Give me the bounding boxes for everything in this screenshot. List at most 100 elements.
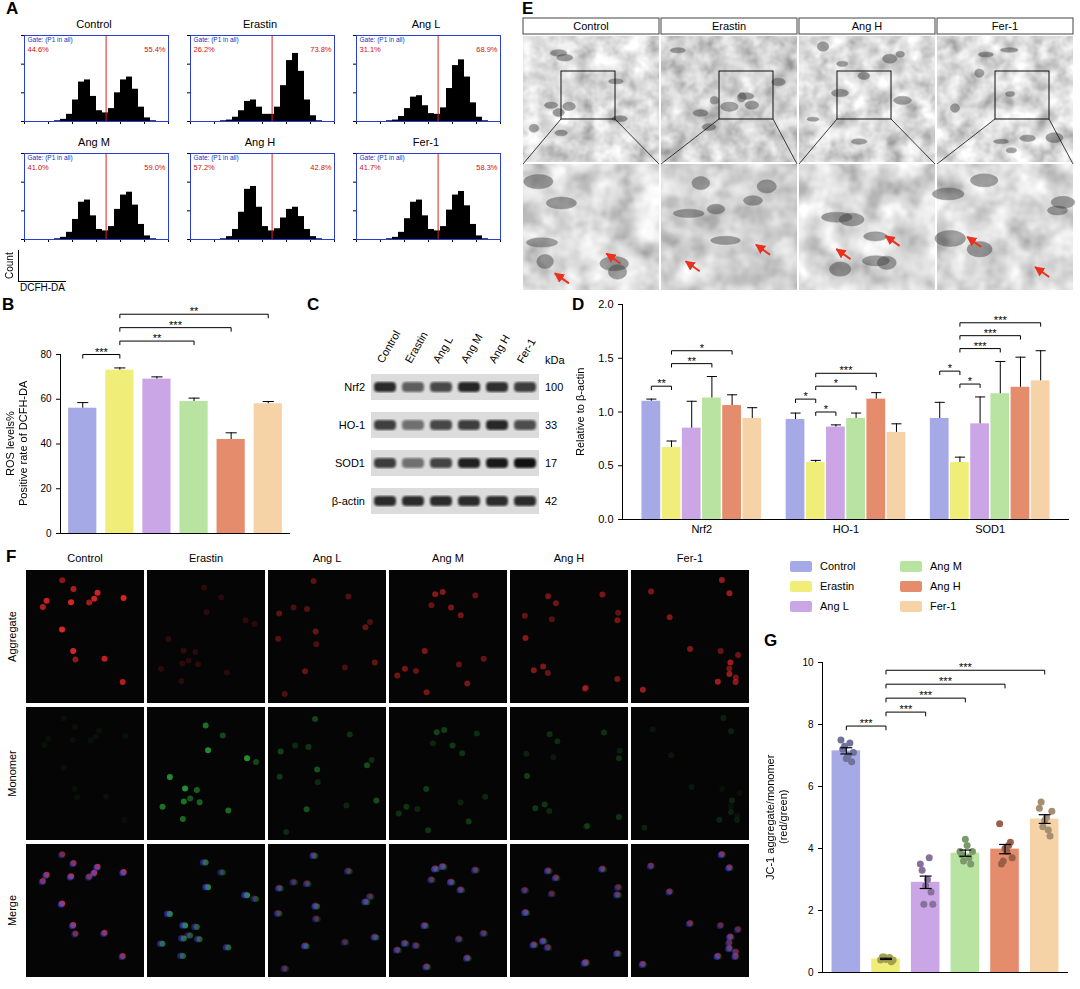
svg-text:73.8%: 73.8% bbox=[310, 45, 332, 54]
svg-text:20: 20 bbox=[40, 483, 52, 494]
svg-text:*: * bbox=[824, 403, 829, 415]
svg-text:***: *** bbox=[899, 703, 913, 715]
html-text:C: C bbox=[307, 295, 320, 314]
svg-text:Gate: (P1 in all): Gate: (P1 in all) bbox=[360, 36, 405, 44]
svg-text:*: * bbox=[803, 390, 808, 402]
svg-text:SOD1: SOD1 bbox=[335, 457, 365, 469]
svg-text:Nrf2: Nrf2 bbox=[691, 523, 712, 535]
svg-text:10: 10 bbox=[802, 657, 814, 668]
svg-text:Gate: (P1 in all): Gate: (P1 in all) bbox=[28, 36, 73, 44]
svg-text:80: 80 bbox=[40, 349, 52, 360]
svg-text:26.2%: 26.2% bbox=[194, 45, 216, 54]
svg-text:42.8%: 42.8% bbox=[310, 163, 332, 172]
svg-text:8: 8 bbox=[808, 719, 814, 730]
svg-text:40: 40 bbox=[40, 438, 52, 449]
svg-text:***: *** bbox=[860, 717, 874, 729]
svg-text:**: ** bbox=[190, 305, 199, 317]
svg-text:Aggregate: Aggregate bbox=[6, 611, 18, 662]
svg-text:Control: Control bbox=[67, 552, 102, 564]
svg-text:41.0%: 41.0% bbox=[28, 163, 50, 172]
html-text:Ang L: Ang L bbox=[411, 18, 441, 30]
svg-text:Fer-1: Fer-1 bbox=[514, 336, 538, 365]
svg-text:Gate: (P1 in all): Gate: (P1 in all) bbox=[360, 154, 405, 162]
html-text:B: B bbox=[2, 295, 15, 314]
svg-text:Monomer: Monomer bbox=[6, 750, 18, 797]
svg-text:*: * bbox=[700, 342, 705, 354]
svg-text:Fer-1: Fer-1 bbox=[992, 20, 1018, 32]
svg-text:100: 100 bbox=[545, 381, 563, 393]
svg-text:*: * bbox=[968, 375, 973, 387]
svg-text:4: 4 bbox=[808, 843, 814, 854]
html-text:Ang H: Ang H bbox=[244, 136, 276, 148]
svg-text:68.9%: 68.9% bbox=[476, 45, 498, 54]
svg-text:Erastin: Erastin bbox=[712, 20, 746, 32]
svg-text:***: *** bbox=[840, 364, 854, 376]
svg-text:Gate: (P1 in all): Gate: (P1 in all) bbox=[28, 154, 73, 162]
html-text:Ang M: Ang M bbox=[78, 136, 110, 148]
svg-text:Gate: (P1 in all): Gate: (P1 in all) bbox=[194, 36, 239, 44]
svg-text:Ang M: Ang M bbox=[432, 552, 464, 564]
svg-text:Ang L: Ang L bbox=[430, 334, 455, 365]
svg-text:HO-1: HO-1 bbox=[339, 419, 365, 431]
svg-text:17: 17 bbox=[545, 457, 557, 469]
svg-text:2: 2 bbox=[808, 905, 814, 916]
svg-text:Erastin: Erastin bbox=[189, 552, 223, 564]
svg-text:***: *** bbox=[919, 689, 933, 701]
html-text:(red/green): (red/green) bbox=[777, 789, 790, 845]
svg-text:kDa: kDa bbox=[545, 354, 565, 366]
svg-text:***: *** bbox=[984, 327, 998, 339]
svg-text:59.0%: 59.0% bbox=[144, 163, 166, 172]
svg-text:Control: Control bbox=[573, 20, 608, 32]
svg-text:Merge: Merge bbox=[6, 895, 18, 926]
svg-text:Ang M: Ang M bbox=[458, 331, 484, 365]
svg-text:***: *** bbox=[994, 314, 1008, 326]
svg-text:41.7%: 41.7% bbox=[360, 163, 382, 172]
svg-text:Fer-1: Fer-1 bbox=[677, 552, 703, 564]
svg-text:55.4%: 55.4% bbox=[144, 45, 166, 54]
svg-text:0.0: 0.0 bbox=[598, 513, 613, 525]
svg-text:**: ** bbox=[687, 355, 696, 367]
svg-text:***: *** bbox=[974, 340, 988, 352]
svg-text:44.6%: 44.6% bbox=[28, 45, 50, 54]
svg-text:Ang H: Ang H bbox=[852, 20, 883, 32]
svg-text:HO-1: HO-1 bbox=[833, 523, 859, 535]
svg-text:1.0: 1.0 bbox=[598, 406, 613, 418]
svg-text:33: 33 bbox=[545, 419, 557, 431]
svg-text:Gate: (P1 in all): Gate: (P1 in all) bbox=[194, 154, 239, 162]
svg-text:42: 42 bbox=[545, 495, 557, 507]
html-text:D: D bbox=[572, 295, 585, 314]
svg-text:2.0: 2.0 bbox=[598, 298, 613, 310]
html-text:Erastin: Erastin bbox=[242, 18, 278, 30]
svg-text:***: *** bbox=[939, 675, 953, 687]
html-text:G: G bbox=[764, 631, 778, 650]
html-text:Control: Control bbox=[76, 18, 112, 30]
svg-text:0: 0 bbox=[808, 967, 814, 978]
svg-text:Ang H: Ang H bbox=[486, 332, 512, 365]
svg-text:Erastin: Erastin bbox=[402, 329, 430, 365]
html-text:ROS levels%: ROS levels% bbox=[4, 411, 16, 476]
html-text:Positive rate of DCFH-DA: Positive rate of DCFH-DA bbox=[17, 380, 30, 507]
svg-text:Nrf2: Nrf2 bbox=[344, 381, 365, 393]
svg-text:60: 60 bbox=[40, 393, 52, 404]
svg-text:Ang H: Ang H bbox=[554, 552, 585, 564]
svg-text:58.3%: 58.3% bbox=[476, 163, 498, 172]
svg-text:**: ** bbox=[657, 377, 666, 389]
svg-text:1.5: 1.5 bbox=[598, 352, 613, 364]
html-text:A: A bbox=[6, 0, 19, 18]
svg-text:0: 0 bbox=[46, 528, 52, 539]
svg-text:Control: Control bbox=[374, 328, 402, 365]
svg-text:SOD1: SOD1 bbox=[975, 523, 1005, 535]
svg-text:57.2%: 57.2% bbox=[194, 163, 216, 172]
svg-text:6: 6 bbox=[808, 781, 814, 792]
svg-text:β-actin: β-actin bbox=[332, 495, 365, 507]
svg-text:Ang L: Ang L bbox=[313, 552, 342, 564]
svg-text:**: ** bbox=[153, 332, 162, 344]
svg-text:*: * bbox=[948, 362, 953, 374]
html-text:Fer-1: Fer-1 bbox=[412, 136, 440, 148]
svg-text:31.1%: 31.1% bbox=[360, 45, 382, 54]
svg-text:***: *** bbox=[959, 661, 973, 673]
svg-text:***: *** bbox=[169, 319, 183, 331]
svg-text:*: * bbox=[834, 377, 839, 389]
svg-text:***: *** bbox=[95, 346, 109, 358]
svg-text:0.5: 0.5 bbox=[598, 459, 613, 471]
